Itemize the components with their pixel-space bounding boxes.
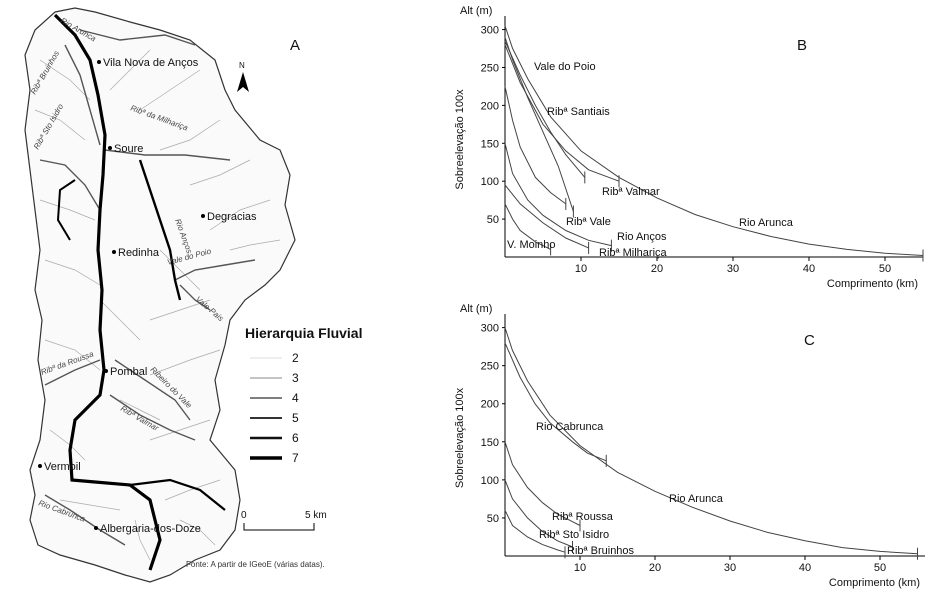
place-label: Vila Nova de Anços: [103, 57, 199, 69]
series-label: Ribª Milhariça: [599, 247, 668, 259]
legend-label: 3: [292, 371, 299, 385]
series-label: Ribª Bruinhos: [567, 545, 635, 557]
place-label: Soure: [114, 143, 143, 155]
y-tick-label: 300: [481, 323, 499, 335]
y-tick-label: 250: [481, 62, 499, 74]
x-tick-label: 30: [727, 263, 739, 275]
north-label: N: [239, 61, 245, 70]
basin-outline: [24, 7, 296, 583]
y-axis-label: Sobreelevação 100x: [454, 387, 466, 488]
place-label: Vermoil: [44, 461, 81, 473]
chart-panel-letter: C: [804, 332, 815, 349]
x-tick-label: 40: [803, 263, 815, 275]
series-line: [504, 327, 918, 555]
legend-label: 5: [292, 411, 299, 425]
legend-title: Hierarquia Fluvial: [245, 325, 362, 341]
y-unit-label: Alt (m): [460, 5, 492, 17]
series-line: [504, 479, 573, 548]
drainage-map: A N Vila Nova de Anços Soure Redinha Degrac…: [24, 7, 362, 583]
place-label: Pombal: [110, 366, 147, 378]
series-line: [504, 441, 581, 526]
y-tick-label: 150: [481, 437, 499, 449]
series-label: Ribª Sto Isidro: [539, 529, 609, 541]
y-tick-label: 50: [487, 214, 499, 226]
legend-label: 7: [292, 451, 299, 465]
x-axis-label: Comprimento (km): [827, 278, 918, 290]
series-line: [504, 143, 612, 247]
chart-panel-letter: B: [797, 37, 807, 54]
place-dot: [108, 146, 112, 150]
series-label: Ribª Santiais: [547, 106, 610, 118]
series-label: Vale do Poio: [534, 61, 596, 73]
place-label: Redinha: [118, 247, 160, 259]
series-line: [504, 40, 586, 178]
series-line: [504, 25, 924, 256]
place-label: Degracias: [207, 211, 257, 223]
legend-label: 2: [292, 351, 299, 365]
place-dot: [104, 369, 108, 373]
series-line: [504, 86, 567, 205]
series-label: Ribª Roussa: [552, 511, 614, 523]
medium-rivers: [39, 29, 256, 546]
series-line: [504, 44, 620, 182]
place-dot: [38, 464, 42, 468]
series-label: Ribª Valmar: [602, 186, 660, 198]
scale-end: 5 km: [305, 510, 327, 521]
x-tick-label: 30: [724, 562, 736, 574]
y-tick-label: 200: [481, 100, 499, 112]
legend-label: 6: [292, 431, 299, 445]
series-label: Rio Anços: [617, 231, 667, 243]
series-label: Rio Arunca: [669, 493, 724, 505]
x-axis-label: Comprimento (km): [829, 577, 920, 589]
x-tick-label: 50: [879, 263, 891, 275]
x-tick-label: 20: [649, 562, 661, 574]
y-axis-label: Sobreelevação 100x: [454, 89, 466, 190]
y-tick-label: 200: [481, 399, 499, 411]
y-tick-label: 250: [481, 361, 499, 373]
legend-label: 4: [292, 391, 299, 405]
scale-bar: 0 5 km: [241, 510, 327, 531]
series-line: [504, 510, 566, 553]
y-tick-label: 100: [481, 475, 499, 487]
x-tick-label: 10: [574, 562, 586, 574]
place-dot: [112, 250, 116, 254]
y-tick-label: 100: [481, 176, 499, 188]
place-dot: [94, 526, 98, 530]
x-tick-label: 20: [651, 263, 663, 275]
x-tick-label: 10: [575, 263, 587, 275]
north-arrow: N: [237, 61, 249, 92]
x-tick-label: 50: [874, 562, 886, 574]
main-rivers: [53, 13, 226, 571]
profile-chart-b: 10 20 30 40 50 50 100 150 200 250 300 Sobreelevação…: [454, 5, 924, 290]
place-labels: Vila Nova de Anços Soure Redinha Degracias P…: [38, 57, 257, 535]
series-line: [504, 184, 589, 249]
x-tick-label: 40: [799, 562, 811, 574]
series-label: V. Moinho: [507, 239, 556, 251]
place-dot: [201, 214, 205, 218]
series-label: Ribª Vale: [566, 216, 611, 228]
y-tick-label: 300: [481, 25, 499, 37]
map-panel-letter: A: [290, 37, 300, 54]
scale-start: 0: [241, 510, 247, 521]
y-unit-label: Alt (m): [460, 303, 492, 315]
profile-chart-c: 10 20 30 40 50 50 100 150 200 250 300 Sobreelevação…: [454, 303, 925, 589]
y-tick-label: 150: [481, 138, 499, 150]
place-dot: [97, 60, 101, 64]
place-label: Albergaria-dos-Doze: [100, 523, 201, 535]
y-tick-label: 50: [487, 513, 499, 525]
series-label: Rio Arunca: [739, 217, 794, 229]
legend: 2 3 4 5 6 7: [250, 351, 299, 465]
series-label: Rio Cabrunca: [536, 421, 604, 433]
series-line: [504, 203, 551, 250]
series-line: [504, 342, 607, 462]
map-source: Fonte: A partir de IGeoE (várias datas).: [186, 560, 325, 569]
